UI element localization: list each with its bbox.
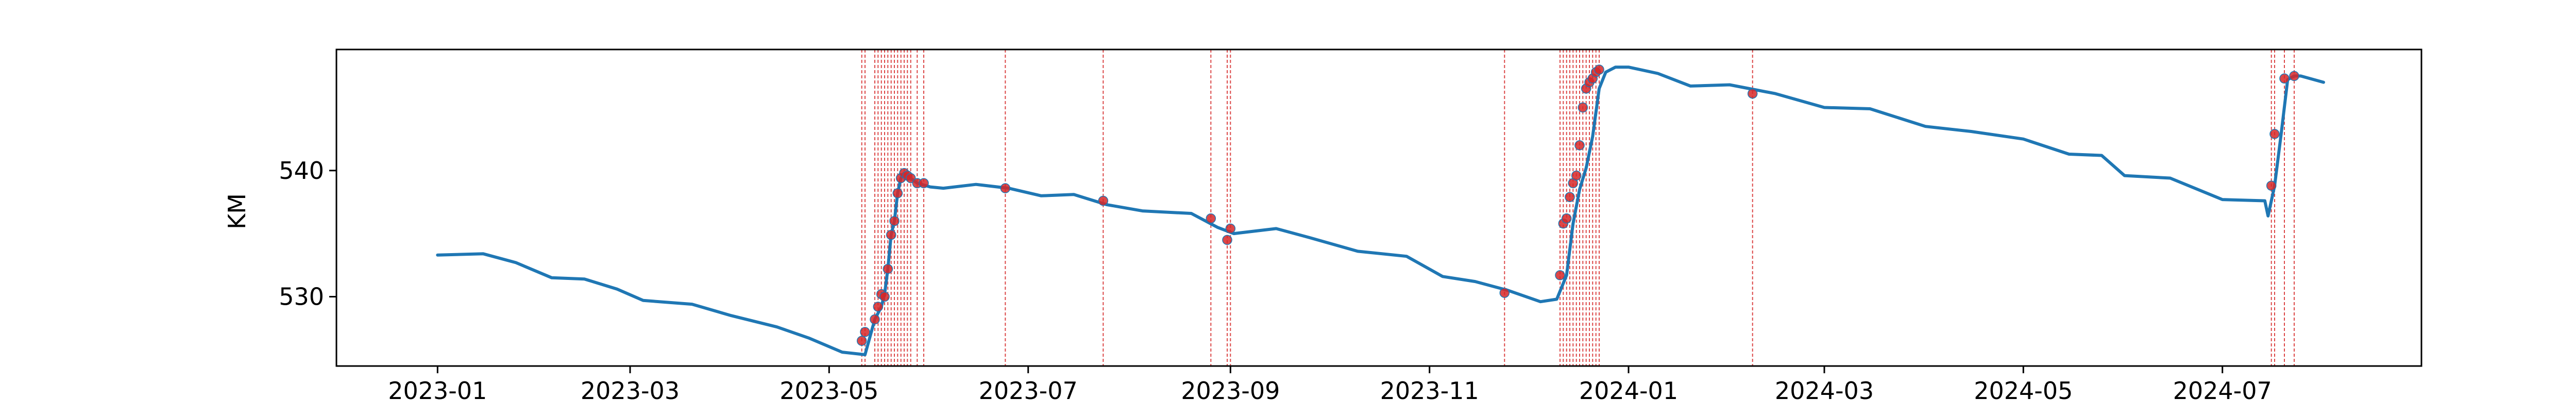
- plot-frame: [335, 48, 2422, 367]
- x-tick-label: 2023-11: [1380, 377, 1479, 405]
- event-point: [889, 215, 900, 226]
- event-point: [892, 188, 903, 198]
- event-point: [1574, 140, 1585, 151]
- event-vlines: [861, 49, 2295, 366]
- x-tick-label: 2023-09: [1181, 377, 1280, 405]
- event-point: [1578, 102, 1588, 113]
- event-point: [856, 336, 867, 346]
- y-axis-label: KM: [223, 193, 251, 229]
- x-tick-label: 2023-07: [979, 377, 1078, 405]
- event-point: [1565, 192, 1575, 202]
- event-point: [879, 291, 890, 302]
- event-point: [886, 229, 896, 240]
- event-point: [1499, 288, 1510, 298]
- x-tick-label: 2024-03: [1775, 377, 1874, 405]
- event-points: [856, 64, 2299, 346]
- x-tick-label: 2024-01: [1579, 377, 1678, 405]
- x-tick-label: 2024-05: [1974, 377, 2073, 405]
- event-point: [1206, 213, 1216, 224]
- event-point: [873, 302, 884, 312]
- event-point: [1555, 270, 1565, 280]
- y-tick-label: 530: [279, 283, 324, 311]
- event-point: [860, 327, 870, 337]
- event-point: [919, 178, 929, 189]
- x-tick-label: 2023-05: [779, 377, 878, 405]
- x-tick-label: 2023-01: [388, 377, 487, 405]
- series-line: [436, 65, 2325, 356]
- event-point: [1594, 64, 1604, 75]
- series-line-group: [436, 65, 2325, 356]
- event-point: [883, 263, 893, 274]
- event-point: [1000, 183, 1011, 193]
- event-point: [2289, 71, 2299, 81]
- event-point: [870, 314, 880, 325]
- event-point: [1561, 213, 1572, 224]
- x-tick-label: 2024-07: [2173, 377, 2272, 405]
- event-point: [1098, 195, 1109, 206]
- x-tick-label: 2023-03: [581, 377, 680, 405]
- x-axis: 2023-01 2023-03 2023-05 2023-07 2023-09 2023-…: [388, 366, 2272, 405]
- event-point: [2279, 73, 2290, 84]
- y-tick-label: 540: [279, 157, 324, 185]
- y-axis: 530 540: [279, 157, 336, 311]
- event-point: [1225, 223, 1236, 234]
- event-point: [1571, 170, 1582, 181]
- event-point: [2269, 129, 2280, 139]
- event-point: [1222, 235, 1232, 245]
- event-point: [1747, 88, 1758, 99]
- event-point: [2266, 180, 2277, 191]
